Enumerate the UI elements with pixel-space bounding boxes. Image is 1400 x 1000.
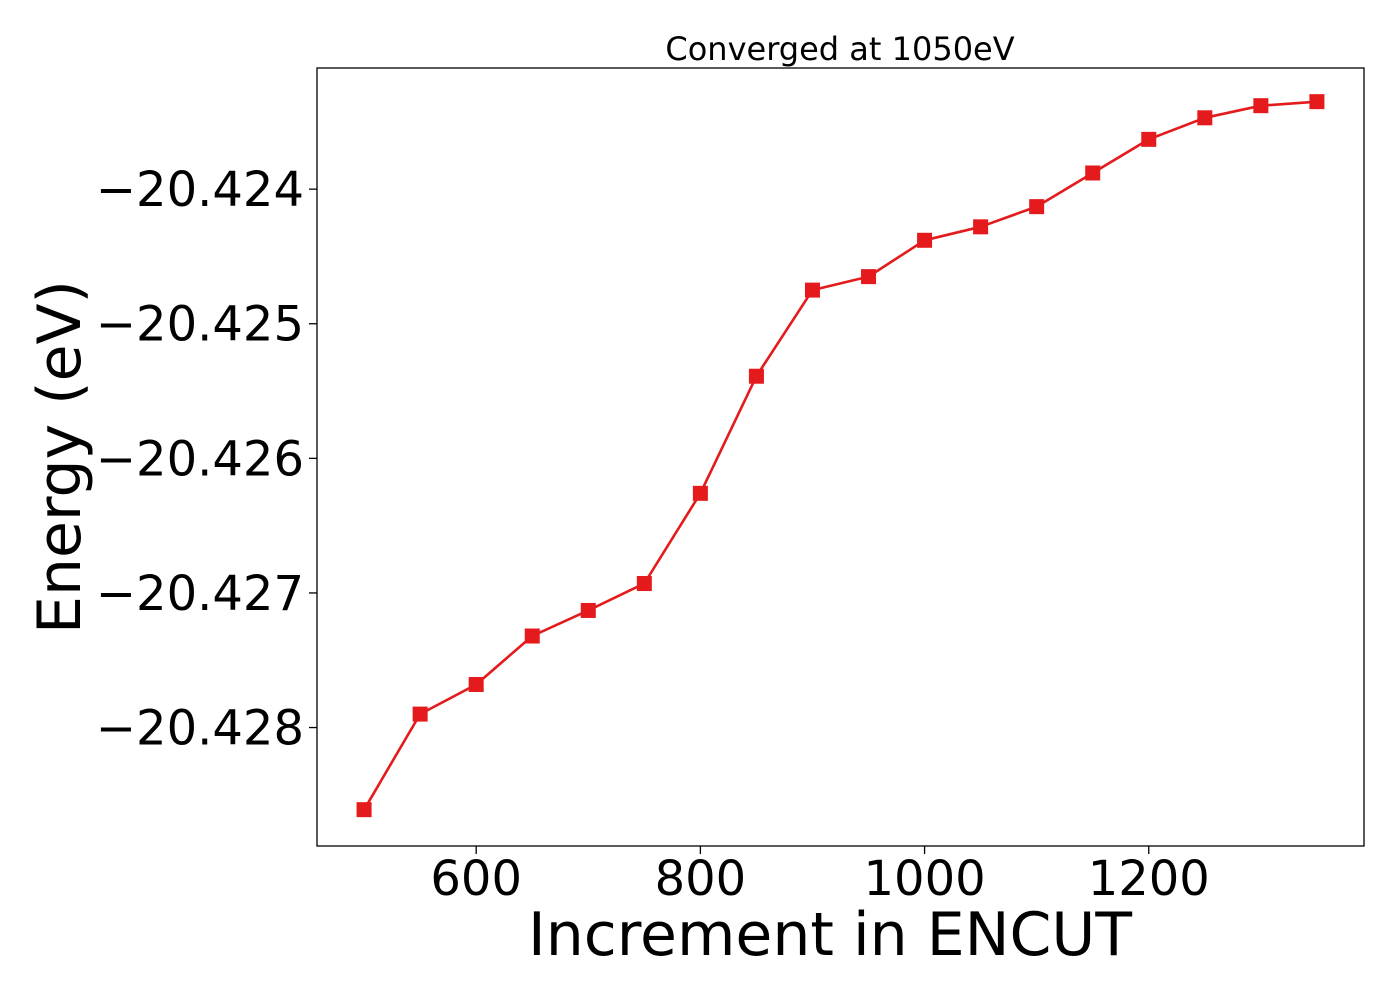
data-point-marker [356,802,372,818]
chart-title: Converged at 1050eV [665,30,1014,68]
data-point-marker [1253,98,1269,114]
y-tick-label: −20.425 [96,297,304,353]
plot-area-frame [316,67,1365,847]
data-point-marker [692,485,708,501]
data-point-marker [1029,199,1045,215]
x-tick-label: 1000 [863,851,985,907]
x-axis: 600 800 1000 1200 [430,846,1210,907]
data-point-marker [1141,131,1157,147]
data-point-marker [748,368,764,384]
data-point-marker [804,282,820,298]
data-point-marker [412,706,428,722]
y-tick-label: −20.426 [96,431,304,487]
data-point-marker [861,269,877,285]
y-tick-label: −20.427 [96,566,304,622]
data-point-marker [580,602,596,618]
data-point-marker [468,676,484,692]
x-tick-label: 600 [430,851,522,907]
data-point-marker [1309,94,1325,110]
x-axis-label: Increment in ENCUT [528,900,1132,970]
data-point-marker [524,628,540,644]
series-line [362,100,1317,811]
energy-series [356,94,1325,818]
data-point-marker [917,232,933,248]
y-axis: −20.424 −20.425 −20.426 −20.427 −20.428 [96,162,317,757]
data-point-marker [1085,165,1101,181]
x-tick-label: 800 [655,851,747,907]
data-point-marker [973,219,989,235]
data-point-marker [1197,110,1213,126]
y-tick-label: −20.424 [96,162,304,218]
x-tick-label: 1200 [1088,851,1210,907]
y-axis-label: Energy (eV) [25,280,95,634]
y-tick-label: −20.428 [96,701,304,757]
data-point-marker [636,576,652,592]
